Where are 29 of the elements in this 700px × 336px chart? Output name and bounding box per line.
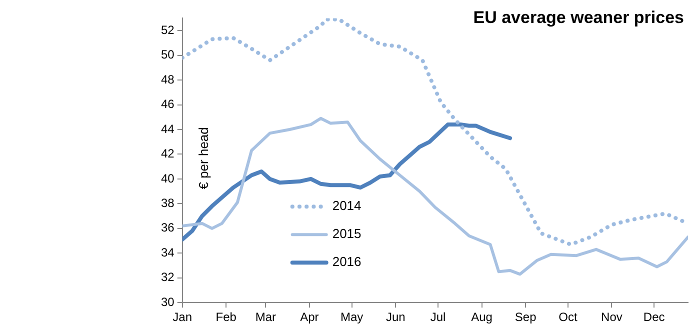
x-tick-label: May — [340, 310, 364, 324]
y-tick-label: 34 — [160, 245, 175, 260]
x-tick-label: Oct — [558, 310, 578, 324]
legend-label: 2016 — [332, 254, 362, 270]
chart-title: EU average weaner prices — [473, 8, 684, 28]
y-tick-label: 38 — [160, 196, 175, 210]
x-tick-label: Apr — [300, 310, 319, 324]
y-tick-label: 30 — [160, 294, 175, 309]
y-axis-title: € per head — [196, 127, 211, 190]
x-tick-label: Mar — [255, 310, 276, 324]
y-tick-label: 36 — [160, 220, 175, 235]
x-tick-label: Aug — [471, 310, 492, 324]
x-tick-label: Nov — [601, 310, 622, 324]
x-tick-label: Jul — [430, 310, 446, 324]
x-tick-label: Feb — [216, 310, 237, 324]
x-tick-label: Dec — [643, 310, 665, 324]
x-tick-label: Jan — [172, 310, 192, 324]
y-tick-label: 44 — [160, 122, 175, 136]
y-tick-label: 32 — [160, 270, 175, 284]
y-tick-label: 52 — [160, 22, 175, 37]
y-tick-label: 50 — [160, 48, 175, 62]
legend-label: 2014 — [332, 198, 362, 214]
y-tick-label: 46 — [160, 97, 175, 112]
x-tick-label: Jun — [386, 310, 406, 324]
y-tick-label: 42 — [160, 146, 175, 161]
x-tick-label: Sep — [514, 310, 537, 324]
y-tick-label: 48 — [160, 72, 175, 86]
y-tick-label: 40 — [160, 171, 175, 186]
legend-label: 2015 — [332, 226, 362, 242]
